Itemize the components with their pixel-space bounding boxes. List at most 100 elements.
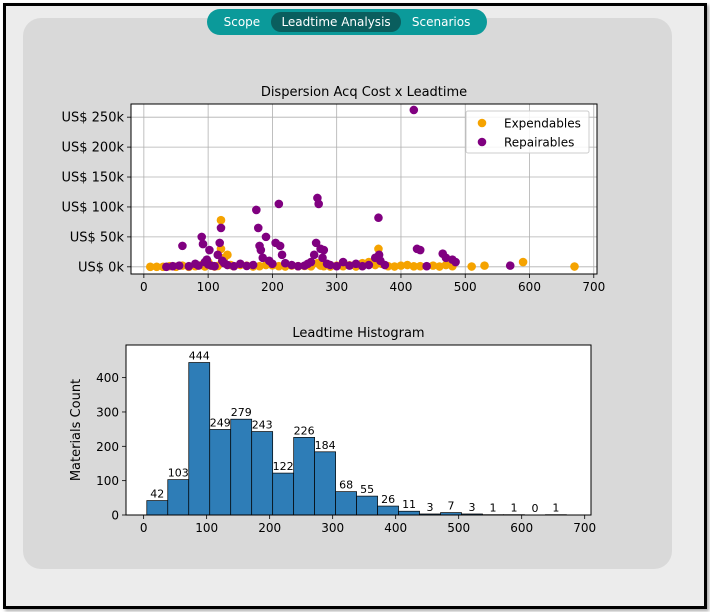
- histogram-bar-label: 1: [489, 502, 496, 515]
- scatter-point-repairables: [422, 261, 431, 271]
- scatter-y-tick-label: US$ 150k: [61, 171, 124, 186]
- histogram-title: Leadtime Histogram: [292, 326, 424, 341]
- scatter-x-tick-label: 600: [518, 280, 541, 294]
- scatter-point-expendables: [390, 262, 399, 271]
- histogram-bar-label: 0: [531, 502, 538, 515]
- scatter-point-repairables: [178, 241, 187, 251]
- histogram-bar-label: 279: [231, 406, 252, 419]
- scatter-point-expendables: [480, 261, 489, 270]
- histogram-bar: [314, 451, 336, 516]
- histogram-bar: [251, 431, 274, 516]
- histogram-x-tick-label: 200: [258, 521, 281, 535]
- scatter-point-repairables: [168, 261, 178, 271]
- histogram-bar-label: 444: [189, 350, 210, 363]
- histogram-bar: [272, 472, 295, 516]
- scatter-point-expendables: [415, 261, 425, 271]
- histogram-bar-label: 7: [448, 500, 455, 513]
- scatter-point-repairables: [319, 245, 329, 255]
- scatter-point-repairables: [451, 257, 460, 267]
- scatter-point-repairables: [409, 105, 419, 115]
- histogram-y-tick-label: 200: [96, 440, 119, 454]
- scatter-point-repairables: [198, 239, 208, 249]
- scatter-legend: [465, 110, 590, 154]
- histogram-bar: [335, 491, 357, 516]
- scatter-y-tick-label: US$ 250k: [61, 111, 124, 126]
- scatter-point-repairables: [194, 261, 203, 270]
- scatter-point-expendables: [467, 262, 476, 271]
- histogram-bar-label: 249: [210, 416, 231, 429]
- legend-label-expendables: Expendables: [504, 117, 581, 131]
- scatter-point-repairables: [306, 257, 316, 267]
- scatter-plot-border: [130, 103, 598, 275]
- histogram-bar-label: 3: [469, 501, 476, 514]
- histogram-bar-label: 26: [381, 493, 395, 506]
- scatter-x-tick-label: 200: [261, 280, 284, 294]
- scatter-point-repairables: [380, 260, 390, 270]
- scatter-point-repairables: [215, 238, 225, 248]
- histogram-bar: [293, 437, 315, 516]
- histogram-bar-label: 243: [252, 419, 273, 432]
- scatter-point-expendables: [255, 261, 264, 271]
- scatter-x-tick-label: 0: [140, 280, 148, 294]
- histogram-bar: [230, 418, 253, 516]
- scatter-point-repairables: [364, 260, 374, 270]
- scatter-point-expendables: [152, 262, 162, 272]
- scatter-point-repairables: [197, 232, 207, 242]
- scatter-point-repairables: [252, 205, 261, 215]
- scatter-point-repairables: [162, 262, 171, 272]
- scatter-point-repairables: [248, 260, 258, 270]
- histogram-x-tick-label: 400: [384, 521, 407, 535]
- histogram-bar-label: 1: [510, 502, 517, 515]
- scatter-point-repairables: [216, 223, 226, 233]
- histogram-bar-label: 103: [168, 467, 189, 480]
- histogram-bar-label: 122: [273, 460, 294, 473]
- histogram-y-tick-label: 400: [96, 371, 119, 385]
- scatter-x-tick-label: 400: [390, 280, 413, 294]
- histogram-bar-label: 42: [150, 488, 164, 501]
- scatter-point-expendables: [441, 260, 451, 270]
- histogram-bar: [377, 505, 399, 516]
- scatter-point-repairables: [314, 199, 323, 209]
- scatter-title: Dispersion Acq Cost x Leadtime: [261, 85, 467, 100]
- scatter-point-repairables: [505, 261, 515, 270]
- tab-scenarios[interactable]: Scenarios: [411, 15, 471, 29]
- tab-scope[interactable]: Scope: [223, 15, 261, 29]
- histogram-bar-label: 184: [315, 439, 336, 452]
- histogram-bar-label: 3: [427, 501, 434, 514]
- scatter-y-tick-label: US$ 200k: [61, 141, 124, 156]
- scatter-point-repairables: [338, 257, 348, 267]
- histogram-bar-label: 55: [360, 483, 374, 496]
- scatter-point-repairables: [223, 260, 232, 270]
- legend-label-repairables: Repairables: [504, 136, 574, 150]
- histogram-x-tick-label: 600: [510, 521, 533, 535]
- scatter-point-repairables: [242, 261, 251, 271]
- scatter-point-repairables: [287, 260, 296, 270]
- scatter-point-repairables: [174, 261, 184, 270]
- scatter-point-expendables: [518, 257, 528, 267]
- scatter-x-tick-label: 500: [454, 280, 477, 294]
- scatter-point-repairables: [374, 213, 383, 223]
- scatter-point-repairables: [293, 261, 303, 271]
- scatter-point-repairables: [358, 261, 367, 271]
- scatter-point-expendables: [428, 261, 438, 270]
- histogram-y-tick-label: 100: [96, 474, 119, 488]
- scatter-point-repairables: [256, 245, 266, 255]
- scatter-point-repairables: [311, 238, 321, 248]
- scatter-point-expendables: [435, 262, 444, 271]
- histogram-bar: [356, 495, 378, 516]
- histogram-bar: [167, 479, 190, 516]
- tab-bar: Scope Leadtime Analysis Scenarios: [207, 9, 487, 35]
- scatter-point-repairables: [274, 199, 284, 209]
- histogram-bar: [398, 510, 420, 516]
- scatter-point-repairables: [325, 260, 335, 270]
- tab-leadtime-analysis[interactable]: Leadtime Analysis: [271, 12, 401, 32]
- scatter-point-repairables: [318, 253, 327, 263]
- scatter-point-repairables: [275, 241, 285, 251]
- histogram-plot-border: [125, 344, 592, 516]
- scatter-point-expendables: [570, 262, 579, 271]
- legend-marker-repairables: [477, 137, 487, 147]
- legend-marker-expendables: [477, 118, 487, 128]
- scatter-point-expendables: [403, 260, 412, 270]
- histogram-x-tick-label: 0: [140, 521, 148, 535]
